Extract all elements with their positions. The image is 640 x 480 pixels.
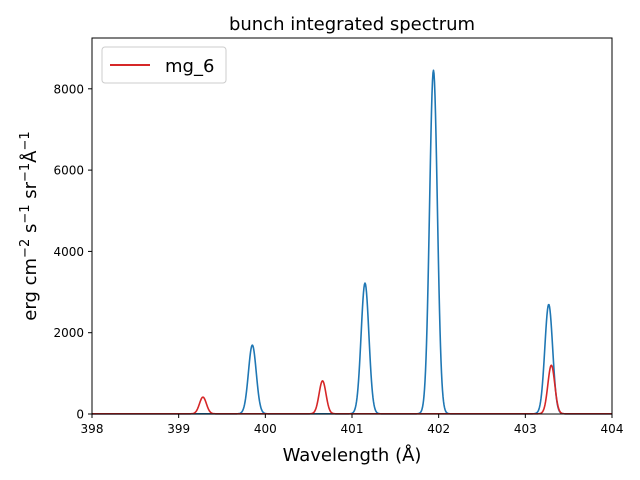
legend-label-mg_6: mg_6 (165, 56, 214, 77)
y-tick-label: 6000 (53, 164, 84, 178)
y-axis-label-exponent: −1 (18, 163, 33, 182)
x-tick-label: 403 (514, 422, 537, 436)
y-axis-label-unit: Å (19, 150, 41, 163)
legend-frame (101, 46, 227, 84)
y-axis-label-unit: s (20, 224, 41, 239)
y-axis-label-exponent: −2 (18, 239, 33, 258)
y-axis: 0 2000 4000 6000 8000 (53, 82, 92, 422)
x-axis: 398 399 400 401 402 403 404 (81, 414, 624, 436)
y-axis-label-unit: erg cm (20, 258, 41, 321)
x-tick-label: 404 (601, 422, 624, 436)
x-tick-label: 402 (427, 422, 450, 436)
y-tick-label: 8000 (53, 82, 84, 96)
x-tick-label: 399 (167, 422, 190, 436)
x-axis-label: Wavelength (Å) (283, 444, 422, 466)
y-tick-label: 0 (76, 408, 84, 422)
x-tick-label: 400 (254, 422, 277, 436)
y-axis-label: erg cm−2 s−1 sr−1Å−1 (18, 131, 42, 320)
legend: mg_6 (101, 46, 227, 84)
y-axis-label-exponent: −1 (18, 131, 33, 150)
chart-title: bunch integrated spectrum (229, 14, 475, 35)
y-axis-label-exponent: −1 (18, 204, 33, 223)
x-tick-label: 401 (341, 422, 364, 436)
x-tick-label: 398 (81, 422, 104, 436)
y-tick-label: 4000 (53, 245, 84, 259)
y-axis-label-unit: sr (20, 181, 41, 204)
y-tick-label: 2000 (53, 326, 84, 340)
